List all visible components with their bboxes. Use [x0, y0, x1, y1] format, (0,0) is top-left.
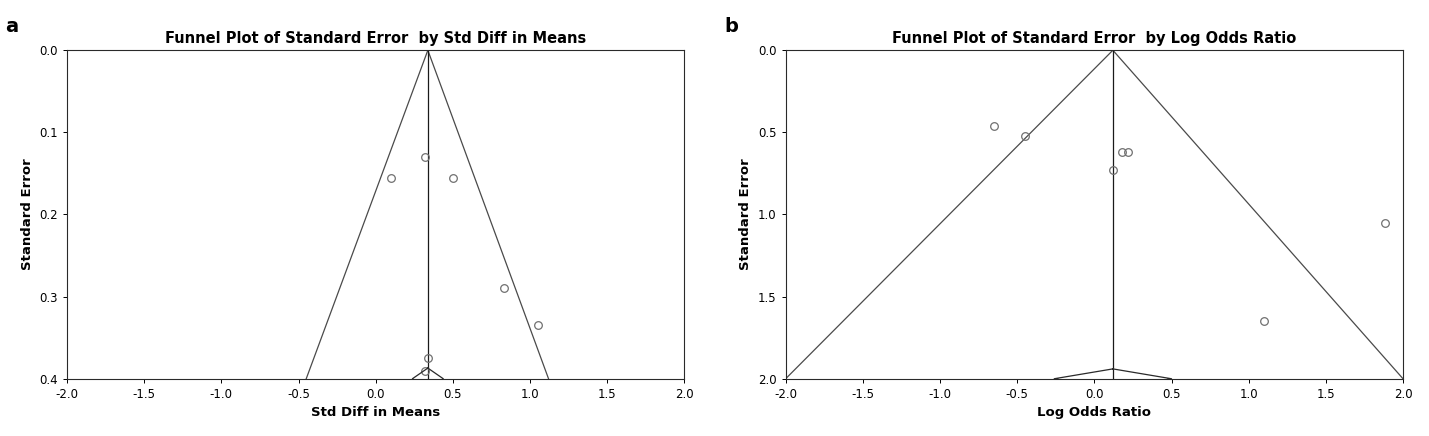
Y-axis label: Standard Error: Standard Error [739, 159, 753, 270]
Text: b: b [725, 17, 737, 36]
Title: Funnel Plot of Standard Error  by Std Diff in Means: Funnel Plot of Standard Error by Std Dif… [166, 31, 586, 46]
Title: Funnel Plot of Standard Error  by Log Odds Ratio: Funnel Plot of Standard Error by Log Odd… [892, 31, 1296, 46]
Y-axis label: Standard Error: Standard Error [21, 159, 34, 270]
X-axis label: Log Odds Ratio: Log Odds Ratio [1037, 406, 1152, 419]
Text: a: a [6, 17, 19, 36]
X-axis label: Std Diff in Means: Std Diff in Means [312, 406, 440, 419]
